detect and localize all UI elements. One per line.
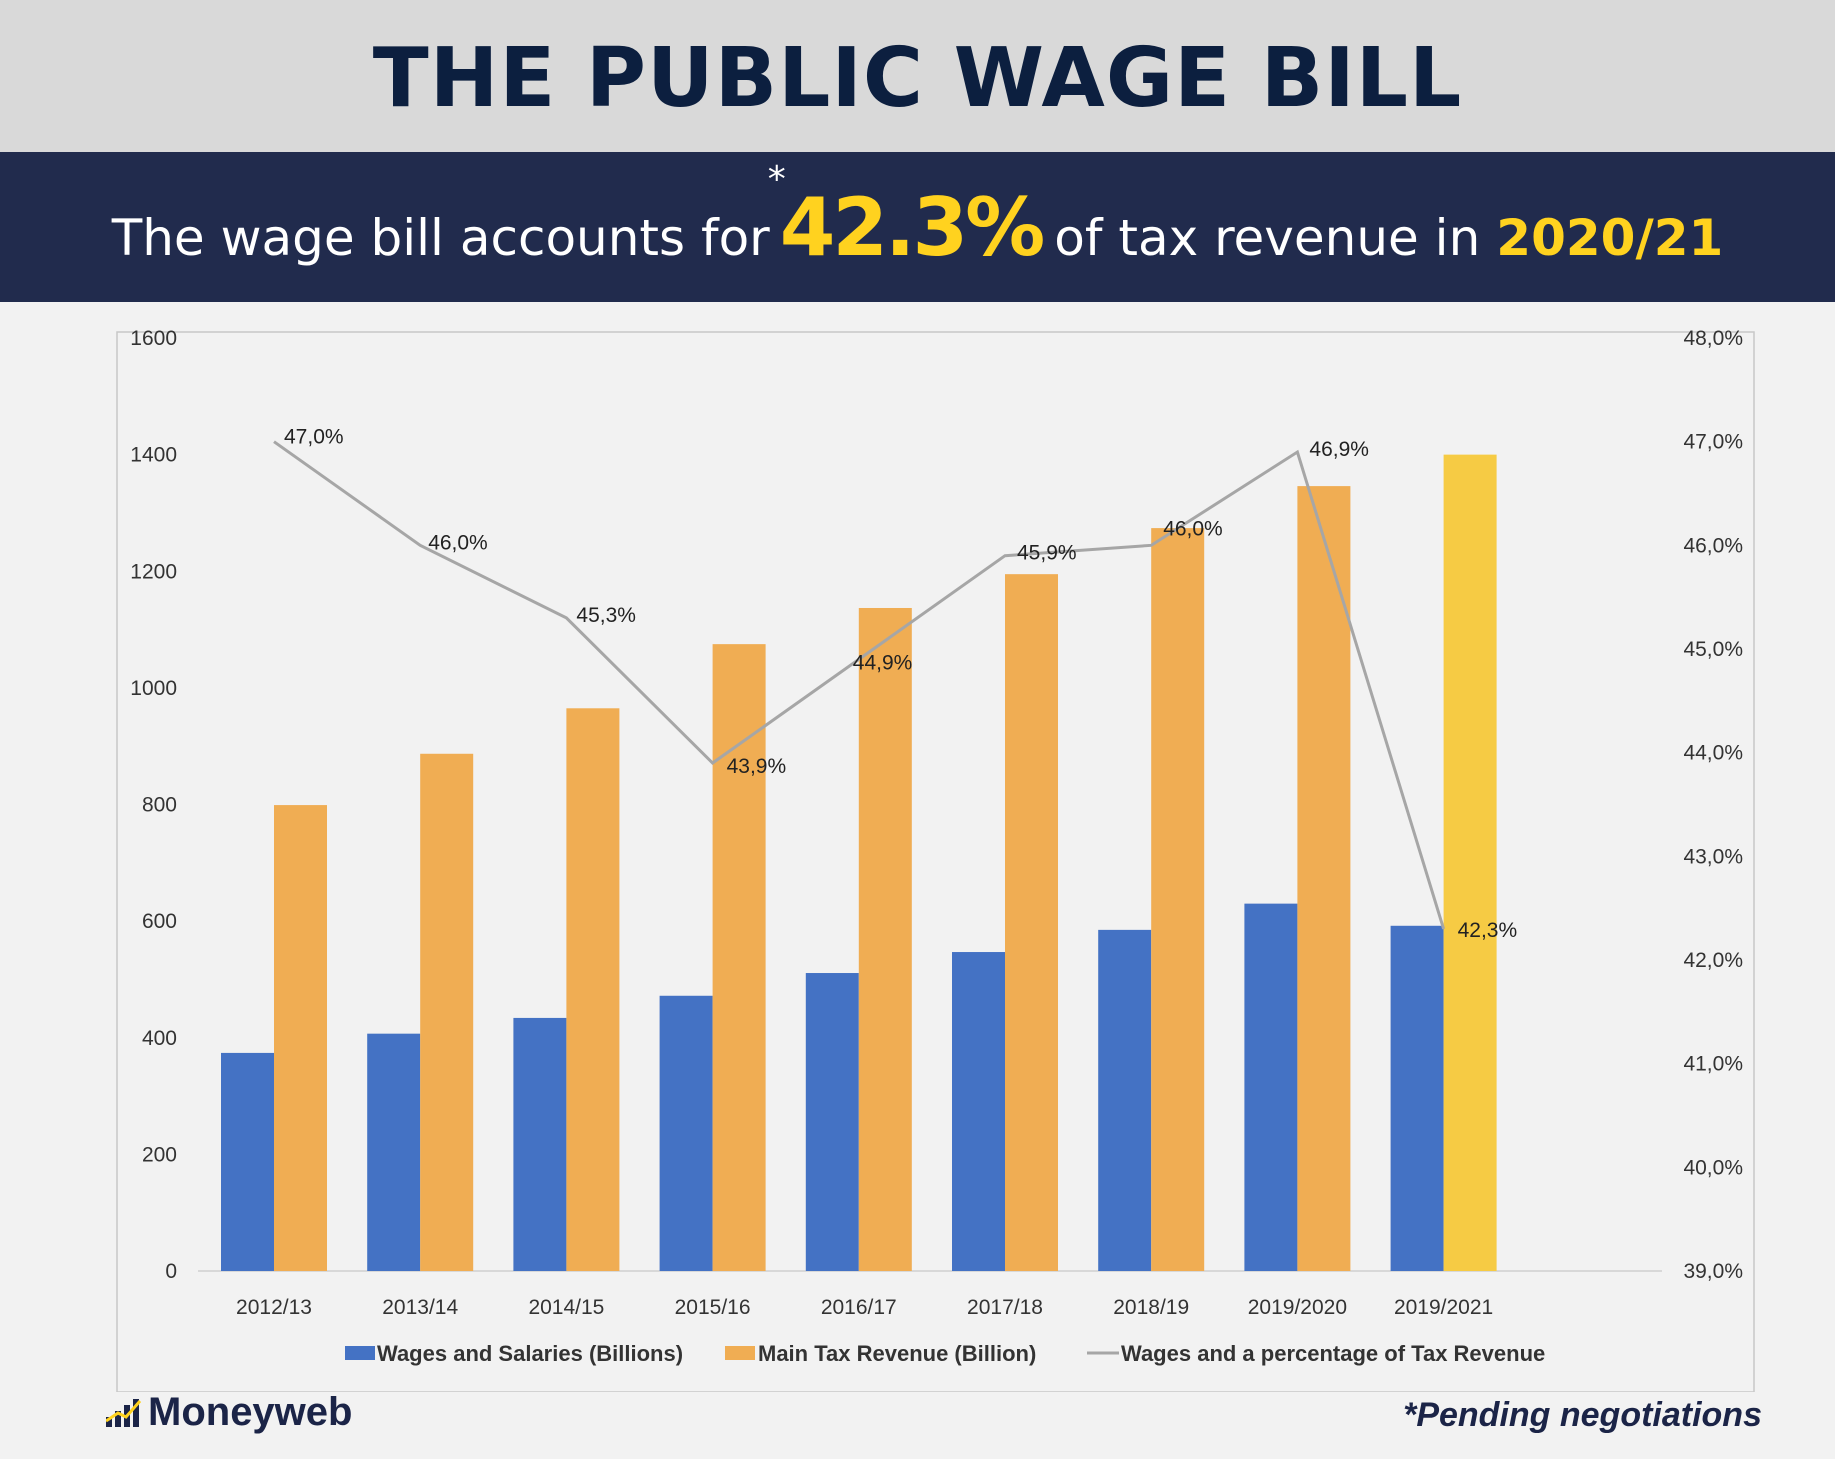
- plot-frame: [116, 331, 1755, 1392]
- x-tick-label: 2015/16: [675, 1296, 751, 1319]
- bar-tax-revenue: [858, 607, 912, 1271]
- x-tick-label: 2014/15: [528, 1296, 604, 1319]
- legend-label-tax: Main Tax Revenue (Billion): [758, 1341, 1036, 1366]
- legend-swatch-wages: [345, 1346, 375, 1360]
- bar-tax-revenue: [712, 644, 766, 1271]
- y-left-tick: 1400: [130, 444, 177, 467]
- y-right-tick: 41,0%: [1683, 1053, 1743, 1076]
- footnote: *Pending negotiations: [1403, 1396, 1762, 1434]
- y-right-tick: 44,0%: [1683, 742, 1743, 765]
- bar-wages: [1390, 925, 1444, 1271]
- bar-tax-revenue: [1443, 454, 1497, 1271]
- y-left-tick: 1200: [130, 560, 177, 583]
- bar-wages: [513, 1017, 567, 1271]
- data-label-percentage: 44,9%: [853, 651, 913, 674]
- bar-wages: [367, 1033, 421, 1271]
- subtitle: The wage bill accounts for * 42.3% of tax…: [111, 159, 1724, 274]
- x-tick-label: 2016/17: [821, 1296, 897, 1319]
- wage-bill-chart: 0 200 400 600 800 1000 1200 1400 1600 39,0% 40,0%…: [116, 327, 1755, 1392]
- bar-tax-revenue: [1151, 528, 1205, 1271]
- subtitle-prefix: The wage bill accounts for: [111, 208, 770, 267]
- brand-name: Moneyweb: [148, 1390, 353, 1434]
- page-title: THE PUBLIC WAGE BILL: [372, 30, 1463, 126]
- x-tick-label: 2018/19: [1113, 1296, 1189, 1319]
- bar-wages: [659, 995, 713, 1271]
- data-label-percentage: 47,0%: [284, 426, 344, 449]
- x-tick-label: 2019/2021: [1394, 1296, 1493, 1319]
- legend-label-percentage: Wages and a percentage of Tax Revenue: [1121, 1341, 1545, 1366]
- subtitle-year: 2020/21: [1496, 208, 1724, 267]
- x-tick-label: 2012/13: [236, 1296, 312, 1319]
- legend: Wages and Salaries (Billions) Main Tax Re…: [345, 1341, 1545, 1366]
- bar-tax-revenue: [274, 805, 327, 1271]
- subtitle-highlight-text: 42.3%: [779, 180, 1046, 274]
- y-left-tick: 400: [142, 1027, 177, 1050]
- data-label-percentage: 45,3%: [576, 604, 636, 627]
- percentage-line: [273, 440, 1446, 930]
- y-right-tick: 48,0%: [1683, 327, 1743, 350]
- moneyweb-logo-icon: [106, 1398, 142, 1427]
- legend-label-wages: Wages and Salaries (Billions): [377, 1341, 683, 1366]
- data-label-percentage: 43,9%: [727, 755, 787, 778]
- y-left-tick: 200: [142, 1143, 177, 1166]
- y-right-tick: 43,0%: [1683, 845, 1743, 868]
- bar-tax-revenue: [420, 753, 474, 1271]
- subtitle-highlight-value: * 42.3%: [768, 159, 1046, 274]
- bar-wages: [1244, 903, 1298, 1271]
- data-label-percentage: 42,3%: [1458, 919, 1518, 942]
- bar-wages: [221, 1052, 274, 1271]
- bar-wages: [805, 973, 859, 1271]
- y-right-tick: 45,0%: [1683, 638, 1743, 661]
- title-band: THE PUBLIC WAGE BILL: [0, 0, 1835, 152]
- bar-tax-revenue: [1005, 574, 1058, 1271]
- brand-logo: Moneyweb: [106, 1390, 352, 1435]
- data-label-percentage: 45,9%: [1017, 542, 1077, 565]
- y-right-tick: 46,0%: [1683, 534, 1743, 557]
- y-left-tick: 600: [142, 910, 177, 933]
- bar-wages: [952, 952, 1005, 1271]
- y-right-tick: 39,0%: [1683, 1260, 1743, 1283]
- data-label-percentage: 46,0%: [1163, 517, 1223, 540]
- y-left-tick: 1000: [130, 677, 177, 700]
- subtitle-middle: of tax revenue in: [1054, 208, 1481, 267]
- y-left-tick: 800: [142, 794, 177, 817]
- data-label-percentage: 46,0%: [428, 531, 488, 554]
- data-label-percentage: 46,9%: [1309, 438, 1369, 461]
- y-left-tick: 1600: [130, 327, 177, 350]
- x-tick-label: 2013/14: [382, 1296, 458, 1319]
- x-tick-label: 2017/18: [967, 1296, 1043, 1319]
- y-left-tick: 0: [165, 1260, 177, 1283]
- y-right-tick: 42,0%: [1683, 949, 1743, 972]
- subtitle-band: The wage bill accounts for * 42.3% of tax…: [0, 152, 1835, 302]
- bar-tax-revenue: [1297, 486, 1351, 1271]
- x-tick-label: 2019/2020: [1248, 1296, 1347, 1319]
- subtitle-asterisk: *: [767, 158, 786, 200]
- y-right-tick: 47,0%: [1683, 431, 1743, 454]
- legend-swatch-tax: [725, 1346, 755, 1360]
- y-right-tick: 40,0%: [1683, 1156, 1743, 1179]
- bar-wages: [1098, 929, 1152, 1271]
- bar-tax-revenue: [566, 708, 620, 1271]
